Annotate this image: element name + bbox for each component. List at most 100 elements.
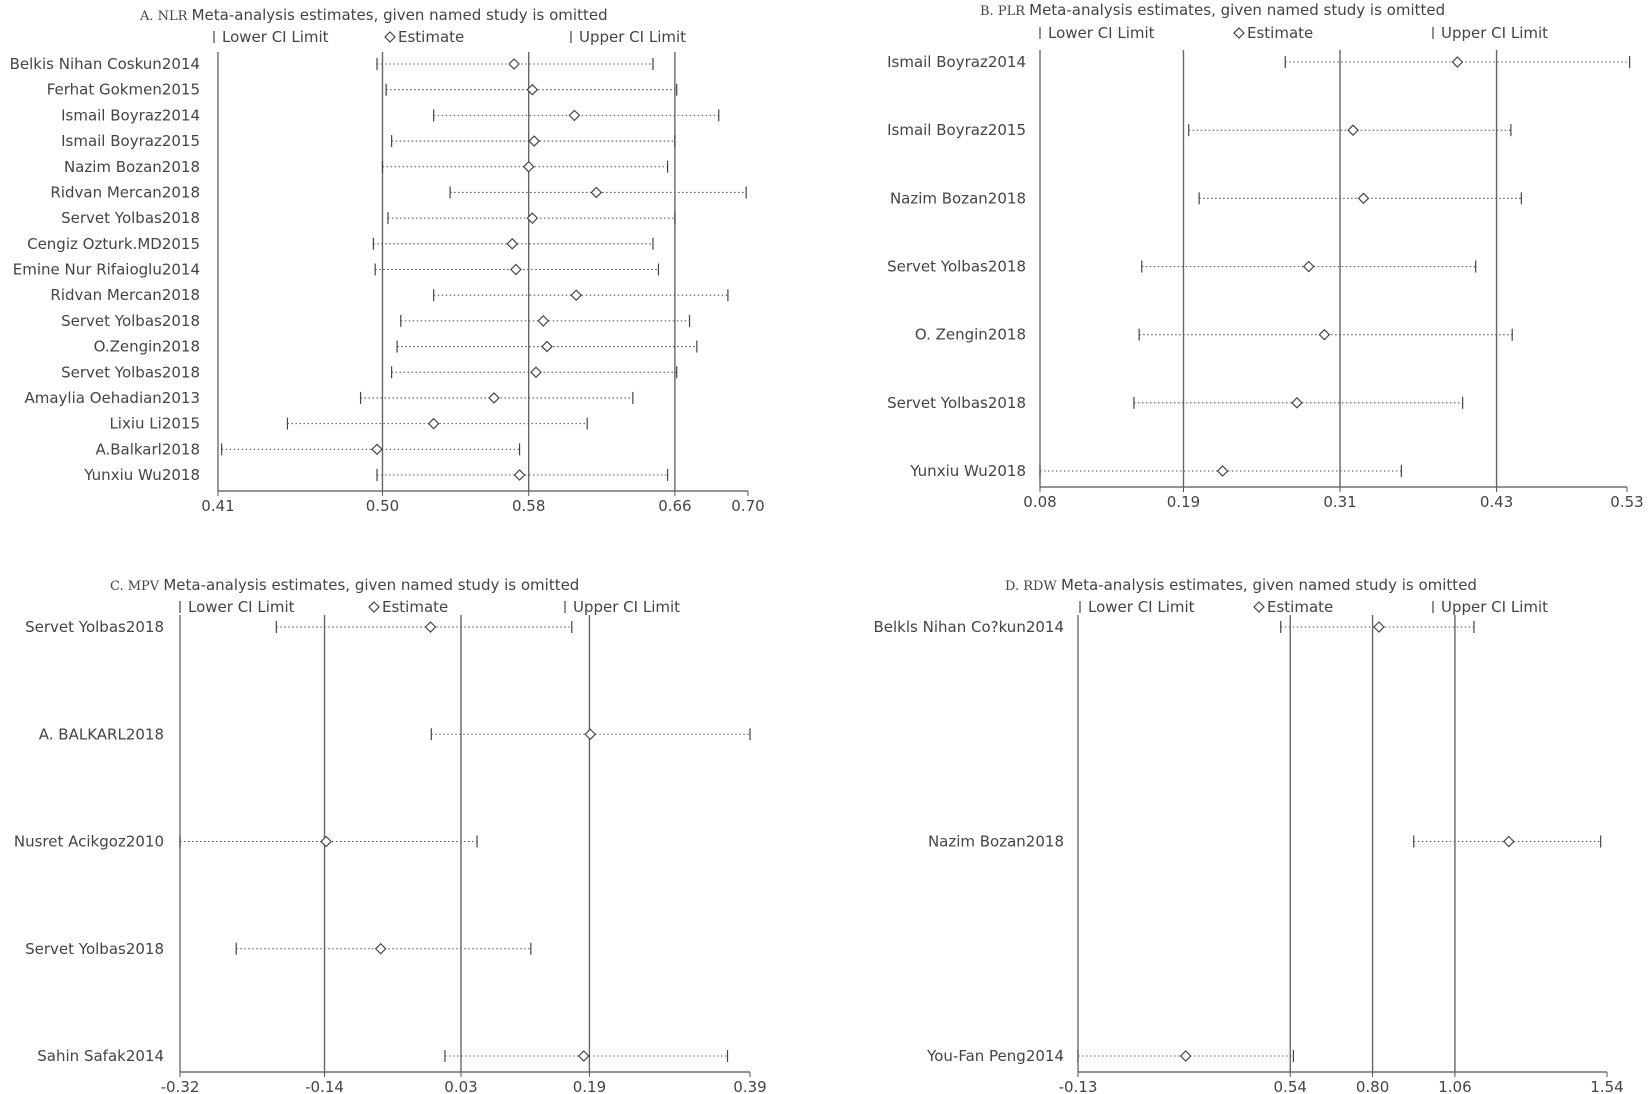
study-label: O.Zengin2018: [94, 338, 200, 356]
study-label: Yunxiu Wu2018: [83, 466, 200, 484]
estimate-diamond: [584, 728, 597, 741]
study-row: Nusret Acikgoz2010: [14, 833, 478, 851]
legend-estimate-label: Estimate: [1247, 24, 1313, 42]
study-label: Ismail Boyraz2014: [887, 53, 1026, 71]
legend-lower-label: Lower CI Limit: [222, 28, 329, 46]
study-label: Servet Yolbas2018: [25, 940, 164, 958]
x-tick-label: 0.41: [201, 497, 234, 515]
panel-letter: B. PLR: [980, 4, 1029, 19]
legend-lower-label: Lower CI Limit: [188, 598, 295, 616]
panel-title-text: Meta-analysis estimates, given named stu…: [1029, 1, 1445, 19]
estimate-diamond: [1291, 396, 1303, 409]
legend-upper-label: Upper CI Limit: [579, 28, 686, 46]
study-label: You-Fan Peng2014: [926, 1047, 1064, 1065]
study-label: Servet Yolbas2018: [61, 209, 200, 227]
estimate-diamond: [424, 621, 437, 633]
study-row: Nazim Bozan2018: [928, 833, 1602, 851]
study-row: Ismail Boyraz2014: [61, 106, 720, 124]
estimate-diamond: [427, 417, 440, 430]
estimate-diamond: [530, 366, 542, 379]
study-label: Emine Nur Rifaioglu2014: [13, 261, 200, 279]
legend-estimate-label: Estimate: [382, 598, 448, 616]
estimate-diamond: [526, 212, 539, 224]
estimate-diamond: [1318, 328, 1331, 341]
study-row: Belkls Nihan Co?kun2014: [873, 618, 1475, 636]
study-row: Yunxiu Wu2018: [909, 462, 1402, 480]
study-label: Ismail Boyraz2015: [887, 121, 1026, 139]
estimate-diamond: [528, 135, 541, 147]
study-row: Cengiz Ozturk.MD2015: [27, 235, 654, 253]
estimate-diamond: [320, 835, 332, 848]
legend-estimate-diamond: [368, 601, 380, 613]
study-row: Lixiu Li2015: [109, 415, 588, 433]
x-tick-label: 0.66: [658, 497, 691, 515]
x-tick-label: 0.53: [1610, 493, 1643, 511]
study-label: Servet Yolbas2018: [61, 363, 200, 381]
legend-lower-label: Lower CI Limit: [1048, 24, 1155, 42]
legend-estimate-diamond: [1233, 27, 1245, 39]
legend-estimate-diamond: [1253, 601, 1265, 613]
legend-estimate-label: Estimate: [1267, 598, 1333, 616]
estimate-diamond: [1302, 260, 1315, 273]
x-tick-label: 1.54: [1590, 1078, 1623, 1094]
x-tick-label: 0.43: [1480, 493, 1513, 511]
study-row: O. Zengin2018: [915, 326, 1513, 344]
estimate-diamond: [1357, 192, 1370, 205]
study-label: Ridvan Mercan2018: [50, 183, 200, 201]
study-row: A.Balkarl2018: [95, 440, 521, 458]
study-row: Servet Yolbas2018: [61, 209, 676, 227]
study-row: Ismail Boyraz2015: [887, 121, 1512, 139]
study-row: A. BALKARL2018: [39, 725, 751, 743]
study-label: Nazim Bozan2018: [64, 158, 200, 176]
x-tick-label: -0.13: [1059, 1078, 1098, 1094]
study-row: Servet Yolbas2018: [887, 394, 1464, 412]
study-row: Nazim Bozan2018: [890, 189, 1522, 207]
panel-plr: B. PLR Meta-analysis estimates, given na…: [887, 1, 1644, 511]
study-row: Ismail Boyraz2014: [887, 53, 1631, 71]
study-row: Ridvan Mercan2018: [50, 183, 747, 201]
estimate-diamond: [1373, 621, 1385, 633]
x-tick-label: 0.80: [1356, 1078, 1389, 1094]
x-tick-label: 0.39: [733, 1078, 766, 1094]
study-label: Ferhat Gokmen2015: [47, 81, 200, 99]
study-row: Emine Nur Rifaioglu2014: [13, 261, 660, 279]
study-label: Ismail Boyraz2014: [61, 106, 200, 124]
estimate-diamond: [590, 186, 603, 199]
study-label: Belkls Nihan Co?kun2014: [873, 618, 1064, 636]
x-tick-label: 0.03: [444, 1078, 477, 1094]
study-label: Ridvan Mercan2018: [50, 286, 200, 304]
panel-title: D. RDW Meta-analysis estimates, given na…: [1005, 576, 1477, 594]
estimate-diamond: [570, 289, 583, 302]
legend-estimate-diamond: [384, 31, 396, 43]
study-row: Yunxiu Wu2018: [83, 466, 669, 484]
study-row: Servet Yolbas2018: [61, 312, 691, 330]
legend-upper-label: Upper CI Limit: [1441, 598, 1548, 616]
study-label: Nusret Acikgoz2010: [14, 833, 164, 851]
estimate-diamond: [1451, 56, 1464, 68]
study-row: Amaylia Oehadian2013: [24, 389, 634, 407]
study-label: A.Balkarl2018: [95, 440, 200, 458]
estimate-diamond: [1179, 1050, 1192, 1062]
study-row: Ridvan Mercan2018: [50, 286, 729, 304]
panel-rdw: D. RDW Meta-analysis estimates, given na…: [873, 576, 1623, 1094]
study-label: Sahin Safak2014: [37, 1047, 164, 1065]
study-row: Servet Yolbas2018: [25, 940, 532, 958]
study-row: Sahin Safak2014: [37, 1047, 729, 1065]
study-label: Amaylia Oehadian2013: [24, 389, 200, 407]
panel-letter: A. NLR: [139, 9, 192, 24]
estimate-diamond: [526, 83, 539, 96]
panel-title-text: Meta-analysis estimates, given named stu…: [163, 576, 579, 594]
panel-mpv: C. MPV Meta-analysis estimates, given na…: [14, 576, 767, 1094]
study-label: Nazim Bozan2018: [928, 833, 1064, 851]
panel-title-text: Meta-analysis estimates, given named stu…: [192, 6, 608, 24]
panel-letter: D. RDW: [1005, 579, 1061, 594]
study-row: Servet Yolbas2018: [25, 618, 573, 636]
x-tick-label: 0.19: [573, 1078, 606, 1094]
estimate-diamond: [522, 160, 535, 173]
estimate-diamond: [513, 469, 526, 481]
panel-title: C. MPV Meta-analysis estimates, given na…: [110, 576, 579, 594]
estimate-diamond: [488, 392, 500, 404]
estimate-diamond: [508, 58, 520, 70]
estimate-diamond: [1502, 835, 1515, 848]
study-label: Yunxiu Wu2018: [909, 462, 1026, 480]
